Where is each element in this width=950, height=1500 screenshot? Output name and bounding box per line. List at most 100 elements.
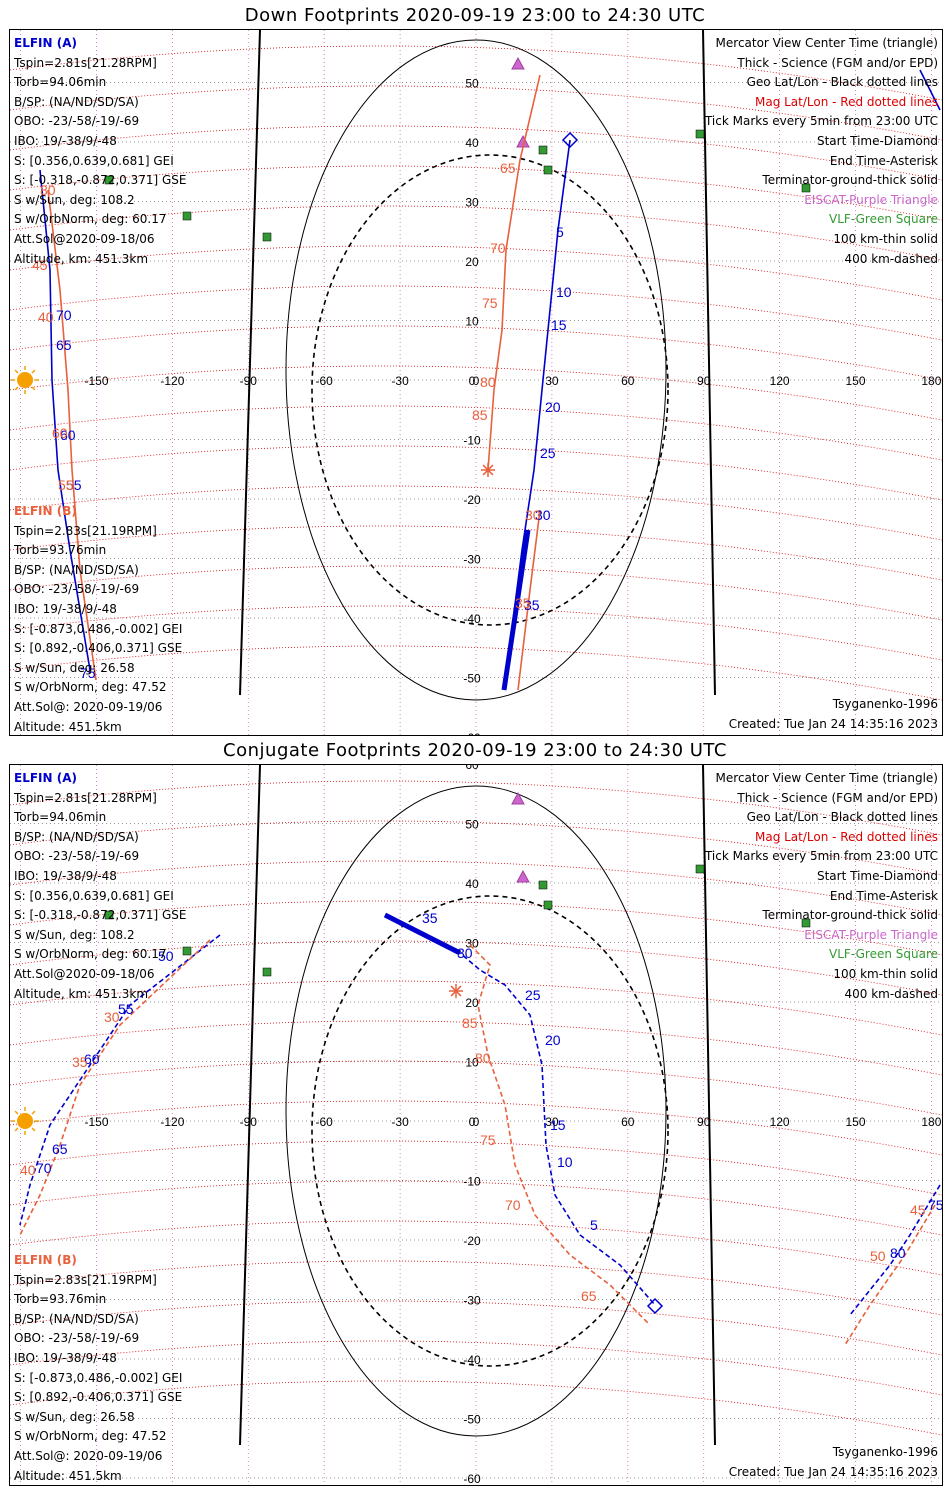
elfin-b-line: S w/OrbNorm, deg: 47.52 xyxy=(14,1429,167,1444)
lon-tick-label: 150 xyxy=(845,374,865,388)
lon-tick-label: 90 xyxy=(697,374,711,388)
elfin-a-line: Altitude, km: 451.3km xyxy=(14,251,149,266)
legend-item: Thick - Science (FGM and/or EPD) xyxy=(737,790,938,805)
lat-tick-label: -40 xyxy=(463,612,481,626)
lon-tick-label: -60 xyxy=(316,1115,334,1129)
legend-item: Tick Marks every 5min from 23:00 UTC xyxy=(704,849,938,864)
elfin-a-track xyxy=(919,69,941,111)
track-b-label: 70 xyxy=(490,240,506,256)
track-b-label: 35 xyxy=(72,1054,88,1070)
track-a-label: 65 xyxy=(52,1141,68,1157)
created-date: Created: Tue Jan 24 14:35:16 2023 xyxy=(728,716,938,731)
legend-item: 100 km-thin solid xyxy=(833,231,938,246)
created-date: Created: Tue Jan 24 14:35:16 2023 xyxy=(728,1464,938,1479)
legend-item: Start Time-Diamond xyxy=(816,133,938,148)
lat-tick-label: -40 xyxy=(463,1353,481,1367)
vlf-square-icon xyxy=(104,910,114,920)
legend-item: 400 km-dashed xyxy=(844,986,938,1001)
elfin-a-info: ELFIN (A) Tspin=2.81s[21.28RPM] Torb=94.… xyxy=(14,34,187,269)
elfin-a-line: S w/OrbNorm, deg: 60.17 xyxy=(14,947,167,962)
lat-tick-label: 10 xyxy=(465,1056,479,1070)
elfin-b-line: B/SP: (NA/ND/SD/SA) xyxy=(14,1311,139,1326)
elfin-b-line: S: [-0.873,0.486,-0.002] GEI xyxy=(14,1370,183,1385)
legend-item: Mag Lat/Lon - Red dotted lines xyxy=(754,94,938,109)
lon-tick-label: 120 xyxy=(770,374,790,388)
track-a-label: 15 xyxy=(551,317,567,333)
elfin-b-line: Altitude: 451.5km xyxy=(14,719,122,734)
track-b-label: 45 xyxy=(32,257,48,273)
elfin-a-line: Torb=94.06min xyxy=(14,75,107,90)
elfin-b-track xyxy=(19,939,211,1236)
elfin-b-name: ELFIN (B) xyxy=(14,1253,77,1267)
track-a-label: 55 xyxy=(66,477,82,493)
lon-tick-label: 120 xyxy=(770,1115,790,1129)
elfin-a-name: ELFIN (A) xyxy=(14,36,77,50)
lon-tick-label: 150 xyxy=(845,1115,865,1129)
elfin-a-line: S: [-0.318,-0.872,0.371] GSE xyxy=(14,173,187,188)
lat-tick-label: 10 xyxy=(465,315,479,329)
elfin-b-line: S w/Sun, deg: 26.58 xyxy=(14,1409,135,1424)
lat-tick-label: 60 xyxy=(465,30,479,31)
track-b-label: 65 xyxy=(500,160,516,176)
elfin-a-line: S w/OrbNorm, deg: 60.17 xyxy=(14,212,167,227)
elfin-b-line: OBO: -23/-58/-19/-69 xyxy=(14,582,140,597)
lon-tick-label: -120 xyxy=(160,374,184,388)
down-footprints-map: 706050403020100-10-20-30-40-50-60-70-150… xyxy=(9,29,943,736)
legend-item: VLF-Green Square xyxy=(829,947,938,962)
map-canvas: 706050403020100-10-20-30-40-50-60-70-150… xyxy=(10,30,942,735)
elfin-b-name: ELFIN (B) xyxy=(14,504,77,518)
lon-tick-label: -60 xyxy=(316,374,334,388)
elfin-a-line: IBO: 19/-38/9/-48 xyxy=(14,868,117,883)
eiscat-triangle-icon xyxy=(511,791,525,805)
legend-item: EISCAT-Purple Triangle xyxy=(804,927,938,942)
lon-tick-label: 180 xyxy=(921,374,941,388)
lat-tick-label: 0 xyxy=(469,1115,476,1129)
lat-tick-label: 20 xyxy=(465,255,479,269)
legend-item: End Time-Asterisk xyxy=(829,888,938,903)
track-a-label: 20 xyxy=(545,399,561,415)
track-a-label: 30 xyxy=(457,945,473,961)
lat-tick-label: 20 xyxy=(465,996,479,1010)
lon-tick-label: -120 xyxy=(160,1115,184,1129)
sun-ray xyxy=(14,1127,19,1132)
elfin-a-name: ELFIN (A) xyxy=(14,771,77,785)
elfin-a-line: OBO: -23/-58/-19/-69 xyxy=(14,849,140,864)
end-asterisk-icon xyxy=(450,985,462,997)
lat-tick-label: 50 xyxy=(465,818,479,832)
elfin-a-line: Tspin=2.81s[21.28RPM] xyxy=(14,790,157,805)
elfin-b-line: Tspin=2.83s[21.19RPM] xyxy=(14,1272,157,1287)
elfin-b-line: S: [0.892,-0.406,0.371] GSE xyxy=(14,641,183,656)
elfin-b-track xyxy=(844,1204,936,1346)
legend-item: EISCAT-Purple Triangle xyxy=(804,192,938,207)
range-400km xyxy=(311,154,669,626)
vlf-square-icon xyxy=(182,211,192,221)
elfin-a-line: Att.Sol@2020-09-18/06 xyxy=(14,966,155,981)
map-canvas: 706050403020100-10-20-30-40-50-60-70-150… xyxy=(10,765,942,1485)
elfin-a-line: S: [-0.318,-0.872,0.371] GSE xyxy=(14,908,187,923)
end-asterisk-icon xyxy=(482,464,494,476)
vlf-square-icon xyxy=(538,145,548,155)
lat-tick-label: -20 xyxy=(463,1234,481,1248)
track-b-label: 60 xyxy=(52,425,68,441)
track-a-label: 5 xyxy=(556,224,564,240)
track-a-label: 10 xyxy=(557,1154,573,1170)
track-a-label: 55 xyxy=(118,1001,134,1017)
lon-tick-label: -150 xyxy=(84,374,108,388)
lat-tick-label: -30 xyxy=(463,1294,481,1308)
elfin-a-line: Tspin=2.81s[21.28RPM] xyxy=(14,55,157,70)
track-a-label: 10 xyxy=(556,284,572,300)
elfin-a-track-science xyxy=(383,912,462,956)
eiscat-triangle-icon xyxy=(511,56,525,70)
track-b-label: 75 xyxy=(480,1132,496,1148)
elfin-b-line: Tspin=2.83s[21.19RPM] xyxy=(14,523,157,538)
track-a-label: 35 xyxy=(422,910,438,926)
track-a-label: 75 xyxy=(80,665,96,681)
panel-title-conjugate: Conjugate Footprints 2020-09-19 23:00 to… xyxy=(223,740,727,761)
terminator-line xyxy=(702,30,716,696)
elfin-b-track xyxy=(469,944,651,1326)
elfin-b-line: Att.Sol@: 2020-09-19/06 xyxy=(14,1448,163,1463)
lon-tick-label: 0 xyxy=(473,374,480,388)
track-a-label: 70 xyxy=(56,307,72,323)
elfin-a-line: IBO: 19/-38/9/-48 xyxy=(14,133,117,148)
elfin-b-line: Torb=93.76min xyxy=(14,543,107,558)
